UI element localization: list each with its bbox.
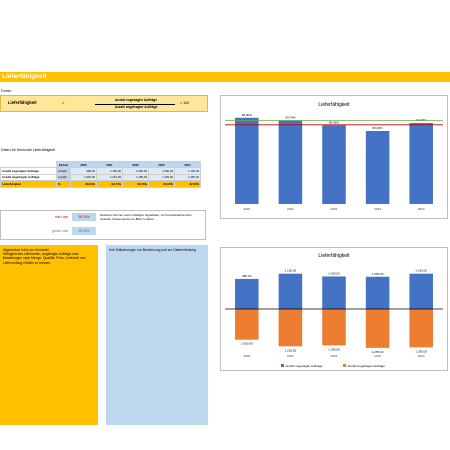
chart-bar [365,276,390,309]
bar-value-label: 1.060,00 [328,271,340,275]
chart-bar [409,273,433,309]
chart-lieferfaehigkeit[interactable]: Lieferfähigkeit 98,00% 2020 94,74% 2021 89,45… [220,95,448,219]
chart-bar [365,309,390,348]
chart-bar [322,309,346,346]
chart-title: Lieferfähigkeit [318,102,350,108]
chart-bar [235,309,259,340]
table-cell: 92,00% [174,180,201,188]
table-cell: 89,45% [122,180,149,188]
chart-bar [322,276,346,309]
bar-value-label: 94,74% [285,116,296,120]
formula-equals: = [62,100,65,105]
legend-swatch [281,364,284,367]
red-line-value[interactable]: 90,00% [72,213,96,221]
formula-numerator: Anzahl zugesagter Aufträge [114,97,158,102]
limits-note: Definieren Sie hier nach unzähligen Sign… [100,213,193,221]
x-tick-label: 2022 [331,354,338,358]
chart-bar [409,123,433,204]
legend-entry: Anzahl zugesagter Aufträge [286,364,323,368]
x-tick-label: 2023 [374,354,381,358]
bar-value-label: 1.000,00 [241,342,253,346]
legend-swatch [343,364,346,367]
chart-bar [409,309,433,348]
table-cell: 94,74% [96,180,123,188]
bar-value-label: 1.050,00 [372,272,384,276]
calculation-notes-panel[interactable]: Ihre Erläuterungen zur Berechnung und zu… [106,245,208,425]
bar-value-label: 1.265,00 [372,350,384,354]
data-heading: Daten für Kennzahl Lieferfähigkeit [1,148,56,152]
limits-block [0,210,206,240]
formula-multiplier: × 100 [180,101,190,105]
x-tick-label: 2023 [374,207,381,211]
formula-denominator: Anzahl angefragter Aufträge [114,104,158,109]
table-cell: 83,00% [148,180,175,188]
legend-entry: Anzahl angefragter Aufträge [348,364,386,368]
chart-bar [322,125,346,204]
sheet-title-bar: Lieferfähigkeit [0,72,450,82]
bar-value-label: 89,45% [329,120,340,124]
sheet-title: Lieferfähigkeit [2,73,47,80]
red-line-label: rote Linie [54,215,68,219]
chart-2-svg: Lieferfähigkeit 980,00 1.150,00 1.060,00 1.0… [225,253,443,368]
x-tick-label: 2022 [331,207,338,211]
chart-bar [278,120,303,204]
formula-name: Lieferfähigkeit [8,100,37,105]
row-label: Lieferfähigkeit [0,180,57,188]
chart-title: Lieferfähigkeit [318,253,350,259]
table-row-result: Lieferfähigkeit % 98,00% 94,74% 89,45% 8… [0,180,201,188]
bar-value-label: 980,00 [242,274,252,278]
chart-bar [235,278,259,309]
green-line-label: grüne Linie [52,229,68,233]
bar-value-label: 1.250,00 [415,349,427,353]
data-table: Einheit 2020 2021 2022 2023 2024 Anzahl … [0,160,201,188]
chart-bar [365,130,390,204]
x-tick-label: 2020 [243,207,250,211]
bar-value-label: 1.215,00 [285,348,297,352]
x-tick-label: 2024 [418,207,425,211]
green-line-value[interactable]: 95,00% [72,227,96,235]
bar-value-label: 1.150,00 [415,269,427,273]
bar-value-label: 98,00% [242,113,253,117]
x-tick-label: 2024 [418,354,425,358]
general-info-panel[interactable]: Allgemeiner Infos zur Kennzahl Höhigkeit… [0,245,98,425]
bar-value-label: 1.150,00 [285,269,297,273]
formula-fraction-line [95,103,175,105]
formula-label: Formel: [1,89,12,93]
chart-auftraege[interactable]: Lieferfähigkeit 980,00 1.150,00 1.060,00 1.0… [220,247,448,371]
bar-value-label: 1.185,00 [328,347,340,351]
x-tick-label: 2021 [287,354,294,358]
row-unit: % [56,180,71,188]
chart-1-svg: Lieferfähigkeit 98,00% 2020 94,74% 2021 89,45… [225,102,443,211]
general-info-text: Allgemeiner Infos zur Kennzahl Höhigkeit… [3,248,86,265]
chart-bar [235,117,259,204]
chart-bar [278,309,303,347]
calculation-notes-text: Ihre Erläuterungen zur Berechnung und zu… [109,248,197,252]
chart-bar [278,273,303,309]
bar-value-label: 83,00% [373,126,384,130]
table-cell: 98,00% [70,180,97,188]
x-tick-label: 2021 [287,207,294,211]
x-tick-label: 2020 [243,354,250,358]
